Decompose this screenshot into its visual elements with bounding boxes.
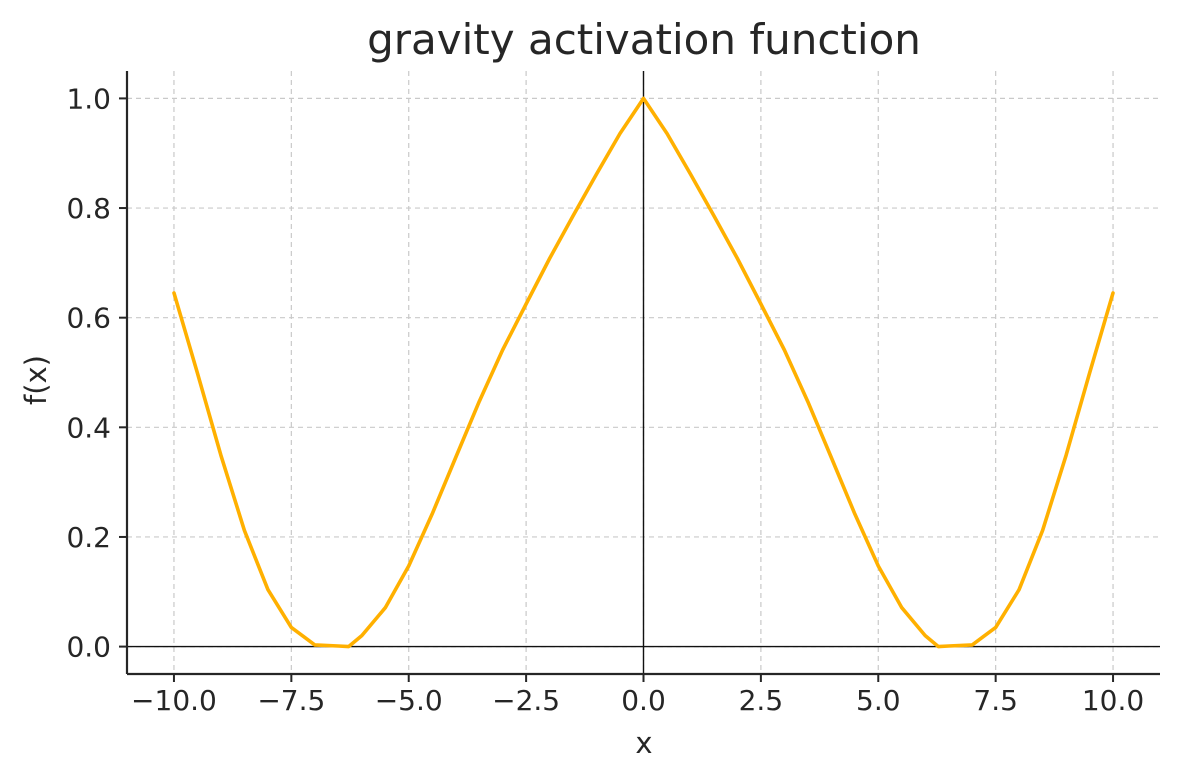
series-layer bbox=[172, 96, 1115, 649]
x-axis-ticks: −10.0 −7.5 −5.0 −2.5 0.0 2.5 5.0 7.5 10.0 bbox=[131, 674, 1144, 717]
x-tick-label: 2.5 bbox=[739, 684, 784, 717]
y-tick-label: 0.2 bbox=[66, 521, 111, 554]
x-tick-label: 10.0 bbox=[1082, 684, 1144, 717]
x-tick-label: −7.5 bbox=[257, 684, 325, 717]
y-tick-label: 0.0 bbox=[66, 631, 111, 664]
x-tick-label: −10.0 bbox=[131, 684, 217, 717]
y-tick-label: 1.0 bbox=[66, 82, 111, 115]
x-tick-label: 0.0 bbox=[621, 684, 666, 717]
y-axis-ticks: 0.0 0.2 0.4 0.6 0.8 1.0 bbox=[66, 82, 127, 664]
y-axis-label: f(x) bbox=[19, 355, 53, 405]
y-tick-label: 0.8 bbox=[66, 192, 111, 225]
reference-lines bbox=[127, 71, 1160, 674]
x-tick-label: 5.0 bbox=[856, 684, 901, 717]
y-tick-label: 0.6 bbox=[66, 302, 111, 335]
x-tick-label: −5.0 bbox=[375, 684, 443, 717]
y-tick-label: 0.4 bbox=[66, 411, 111, 444]
x-tick-label: 7.5 bbox=[973, 684, 1018, 717]
series-line-0 bbox=[172, 96, 1115, 649]
x-tick-label: −2.5 bbox=[492, 684, 560, 717]
x-axis-label: x bbox=[635, 726, 652, 760]
chart-title: gravity activation function bbox=[367, 15, 921, 64]
